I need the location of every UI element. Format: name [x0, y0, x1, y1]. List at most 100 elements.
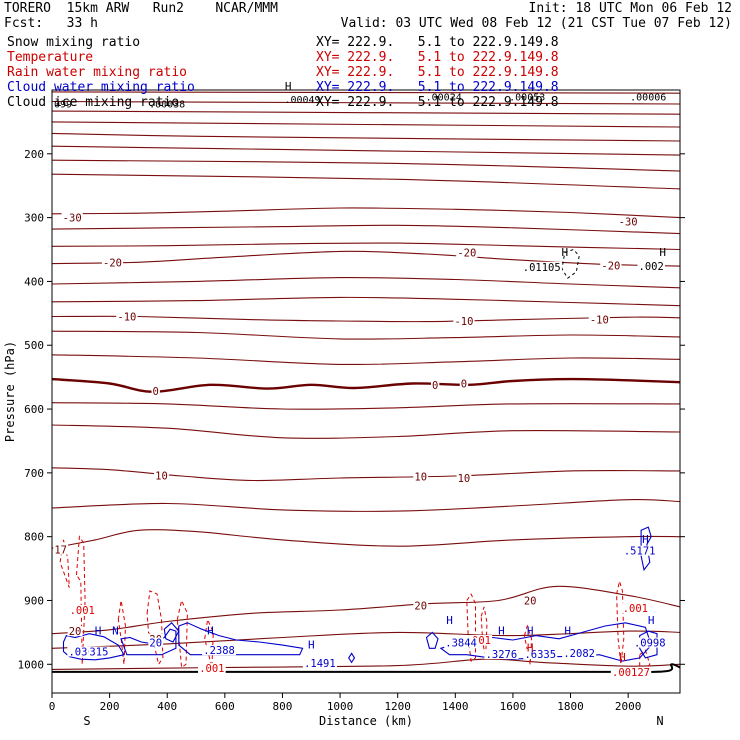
cloud-water-label-bg — [632, 637, 667, 648]
temperature-label-bg — [154, 470, 169, 481]
extremum-marker: H — [207, 624, 214, 637]
temperature-label: 0 — [153, 386, 159, 398]
cloud-ice-label: .002 — [639, 261, 664, 273]
extremum-marker: H — [527, 642, 534, 655]
rain-contour — [204, 617, 214, 668]
legend-label: Snow mixing ratio — [7, 35, 141, 50]
temperature-label: -30 — [619, 216, 638, 228]
extremum-marker: H — [498, 624, 505, 637]
temperature-label: 0 — [432, 380, 438, 392]
isotherm--10 — [51, 315, 681, 323]
temperature-label: -20 — [601, 260, 620, 272]
upper-air-label: .00049 — [284, 95, 320, 106]
temperature-label: -20 — [103, 257, 122, 269]
end-label-south: S — [83, 714, 90, 728]
x-tick-label: 1800 — [557, 700, 584, 713]
cloud-water-label-bg — [622, 545, 657, 556]
cloud-water-label: .0998 — [634, 638, 666, 650]
temperature-label: 17 — [54, 544, 67, 556]
temperature-label-bg — [522, 595, 538, 606]
extremum-marker: H — [308, 638, 315, 651]
temperature-label-bg — [61, 212, 83, 223]
temperature-label: 10 — [414, 472, 427, 484]
x-axis-label: Distance (km) — [319, 714, 413, 728]
temperature-label-bg — [459, 378, 469, 389]
cloud-water-label: .5171 — [624, 546, 656, 558]
isotherm-13 — [51, 498, 681, 512]
end-label-north: N — [656, 714, 663, 728]
cloud-water-contour — [348, 652, 356, 664]
cloud-water-contour — [639, 630, 658, 659]
temperature-label: -10 — [117, 312, 136, 324]
cloud-water-label-bg — [523, 649, 558, 660]
isotherm-20 — [51, 585, 681, 635]
isotherm--45 — [51, 121, 681, 128]
y-tick-label: 400 — [24, 275, 44, 288]
cloud-water-label-bg — [444, 637, 479, 648]
rain-label-bg — [621, 603, 650, 614]
legend-range: XY= 222.9. 5.1 to 222.9.149.8 — [316, 50, 559, 65]
temperature-label-bg — [453, 315, 475, 326]
cloud-water-label-bg — [69, 646, 110, 657]
isotherm-7 — [51, 424, 681, 439]
temperature-label-bg — [116, 311, 138, 322]
extremum-marker: H — [527, 624, 534, 637]
y-tick-label: 500 — [24, 339, 44, 352]
cloud-water-contour — [62, 633, 125, 661]
x-tick-label: 1000 — [327, 700, 354, 713]
isotherm-0 — [51, 377, 681, 394]
temperature-label: 20 — [524, 595, 537, 607]
temperature-label: 10 — [458, 473, 471, 485]
y-tick-label: 700 — [24, 467, 44, 480]
temperature-label: -30 — [63, 213, 82, 225]
legend-label: Temperature — [7, 50, 94, 65]
x-tick-label: 200 — [100, 700, 120, 713]
rain-label: .001 — [623, 603, 648, 615]
isotherm-3 — [51, 402, 681, 410]
extremum-marker: H — [564, 624, 571, 637]
extremum-marker: H — [285, 80, 292, 93]
isotherm--48 — [51, 110, 681, 115]
y-axis-label: Pressure (hPa) — [3, 341, 17, 442]
legend-range: XY= 222.9. 5.1 to 222.9.149.8 — [316, 65, 559, 80]
isotherm-10 — [51, 467, 681, 482]
upper-air-label: .00053 — [509, 93, 545, 104]
cloud-water-label-bg — [484, 649, 519, 660]
extremum-marker: H — [648, 614, 655, 627]
extremum-marker: H — [659, 246, 666, 259]
cloud-water-label-bg — [302, 658, 337, 669]
header-valid: Valid: 03 UTC Wed 08 Feb 12 (21 CST Tue … — [340, 16, 732, 31]
legend-range: XY= 222.9. 5.1 to 222.9.149.8 — [316, 95, 559, 110]
extremum-marker: H — [446, 614, 453, 627]
rain-contour — [616, 579, 625, 665]
rain-contour — [176, 598, 188, 669]
x-tick-label: 0 — [49, 700, 56, 713]
temperature-label-bg — [430, 379, 440, 390]
temperature-label-bg — [413, 471, 429, 482]
isotherm--7 — [51, 330, 681, 340]
plot-frame — [51, 89, 681, 694]
cloud-water-contour — [120, 628, 177, 656]
cloud-ice-label-bg — [521, 261, 562, 272]
cloud-water-label: .6335 — [524, 649, 556, 661]
legend-range: XY= 222.9. 5.1 to 222.9.149.8 — [316, 35, 559, 50]
extremum-marker: H — [619, 651, 626, 664]
temperature-label: 10 — [155, 470, 168, 482]
y-tick-label: 800 — [24, 531, 44, 544]
y-tick-label: 1000 — [18, 658, 45, 671]
cloud-ice-label: .01105 — [523, 262, 561, 274]
temperature-label: 0 — [461, 379, 467, 391]
upper-air-label: .00006 — [630, 93, 666, 104]
temperature-label-bg — [101, 257, 124, 268]
isotherm--42 — [51, 132, 681, 142]
temperature-label: 20 — [69, 626, 82, 638]
isotherm--30 — [51, 207, 681, 219]
temperature-label-bg — [151, 386, 160, 397]
extremum-marker: H — [561, 246, 568, 259]
rain-contour — [117, 600, 127, 665]
x-tick-label: 1400 — [442, 700, 469, 713]
x-tick-label: 1200 — [384, 700, 411, 713]
isotherm--52 — [51, 100, 681, 105]
cloud-water-label-bg — [67, 646, 89, 657]
cloud-water-label: .3844 — [445, 638, 477, 650]
